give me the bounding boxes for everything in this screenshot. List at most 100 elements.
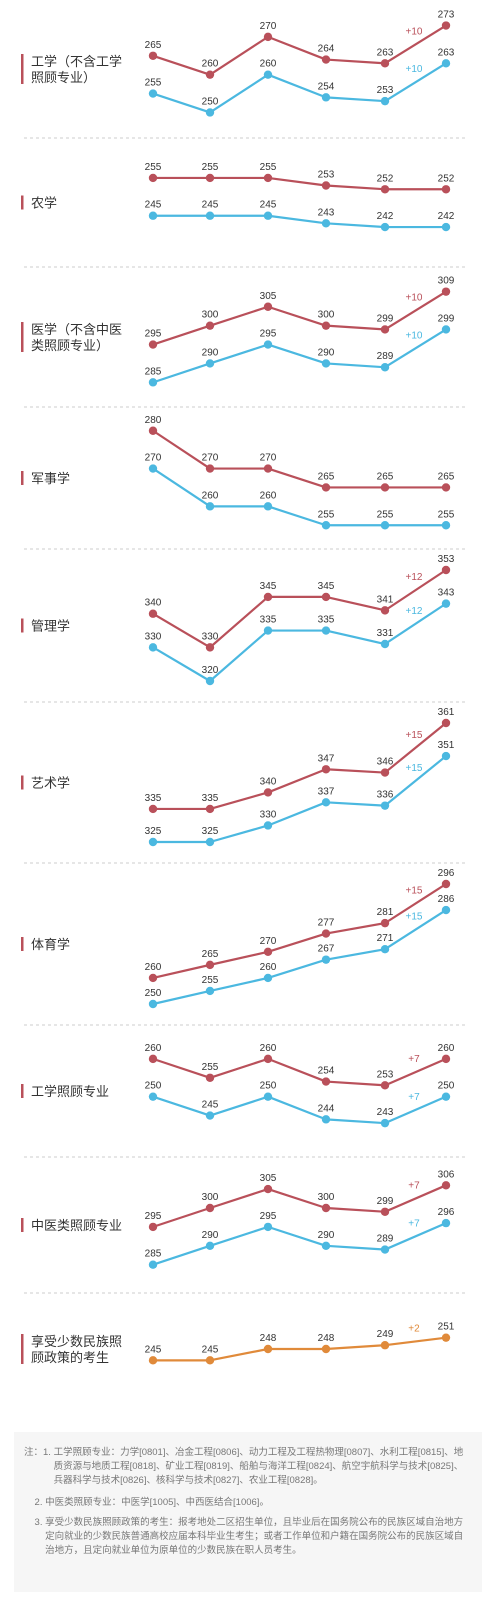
panel-label-bar — [21, 471, 24, 485]
data-label: 306 — [438, 1169, 455, 1180]
chart-panel: 体育学 260 265 270 277 281 296 +15 250 255 260 267 271 2… — [21, 868, 466, 1026]
data-label: 335 — [260, 615, 277, 626]
data-label: 299 — [377, 313, 394, 324]
data-point — [148, 609, 158, 618]
data-label: 285 — [145, 366, 162, 377]
data-point — [148, 1054, 158, 1064]
data-point — [321, 1203, 331, 1213]
data-label: 270 — [145, 453, 162, 464]
data-label: 265 — [377, 471, 394, 482]
data-label: 295 — [145, 329, 162, 340]
data-label: 265 — [145, 40, 162, 51]
data-point — [263, 788, 273, 797]
series-line — [152, 1057, 447, 1087]
delta-label: +7 — [408, 1054, 420, 1065]
data-label: 305 — [260, 1173, 277, 1184]
panel-label-bar — [21, 775, 24, 790]
panel-label: 照顾专业） — [31, 70, 96, 85]
data-point — [148, 1356, 158, 1365]
data-point — [148, 426, 158, 435]
data-point — [380, 918, 390, 928]
data-label: 341 — [377, 594, 394, 605]
data-label: 330 — [260, 809, 277, 820]
data-label: 320 — [202, 665, 219, 676]
data-label: 250 — [260, 1081, 277, 1092]
data-point — [380, 1207, 390, 1216]
data-point — [321, 626, 331, 635]
data-label: 260 — [260, 962, 277, 973]
data-label: 260 — [260, 1043, 277, 1054]
data-label: 253 — [377, 1069, 394, 1080]
data-point — [380, 1081, 390, 1090]
data-label: 270 — [202, 453, 219, 464]
data-label: 300 — [202, 1192, 219, 1203]
data-label: 285 — [145, 1249, 162, 1260]
data-point — [205, 804, 215, 814]
panel-label: 艺术学 — [31, 776, 70, 791]
delta-label: +10 — [406, 293, 423, 304]
data-label: 245 — [202, 1100, 219, 1111]
data-label: 260 — [438, 1043, 455, 1054]
note-3: 3. 享受少数民族照顾政策的考生：报考地处二区招生单位，且毕业后在国务院公布的民… — [24, 1516, 468, 1558]
data-label: 255 — [145, 78, 162, 89]
data-label: 260 — [260, 490, 277, 501]
data-point — [205, 464, 215, 473]
delta-label: +15 — [406, 730, 423, 741]
delta-label: +10 — [406, 330, 423, 341]
data-label: 255 — [318, 509, 335, 520]
data-label: 345 — [318, 581, 335, 592]
data-label: 281 — [377, 907, 394, 918]
data-point — [441, 879, 451, 889]
data-point — [321, 1241, 331, 1250]
data-label: 253 — [377, 85, 394, 96]
data-label: 260 — [202, 490, 219, 501]
data-label: 295 — [145, 1211, 162, 1222]
data-label: 265 — [202, 949, 219, 960]
data-point — [441, 718, 451, 728]
data-label: 248 — [260, 1333, 277, 1344]
data-label: 325 — [145, 826, 162, 837]
data-label: 255 — [260, 162, 277, 173]
data-point — [263, 211, 273, 220]
data-point — [148, 464, 158, 473]
data-point — [380, 59, 390, 68]
data-point — [263, 1092, 273, 1101]
data-point — [263, 302, 273, 311]
delta-label: +7 — [408, 1218, 420, 1229]
note-text: 享受少数民族照顾政策的考生：报考地处二区招生单位，且毕业后在国务院公布的民族区域… — [45, 1517, 464, 1556]
delta-label: +10 — [406, 26, 423, 37]
data-point — [148, 89, 158, 98]
data-point — [205, 837, 215, 847]
series-line — [152, 62, 447, 114]
data-point — [263, 173, 273, 183]
data-label: 243 — [318, 207, 335, 218]
data-label: 289 — [377, 351, 394, 362]
data-point — [263, 626, 273, 635]
data-point — [148, 378, 158, 387]
data-point — [148, 804, 158, 814]
data-point — [205, 960, 215, 970]
data-label: 300 — [318, 1192, 335, 1203]
series-line — [152, 909, 447, 1006]
data-point — [148, 999, 158, 1009]
data-label: 300 — [202, 310, 219, 321]
data-label: 289 — [377, 1234, 394, 1245]
series-line — [152, 1095, 447, 1125]
data-label: 280 — [145, 415, 162, 426]
data-point — [263, 1344, 273, 1354]
data-label: 300 — [318, 310, 335, 321]
data-point — [380, 483, 390, 492]
data-point — [205, 643, 215, 652]
data-point — [380, 222, 390, 232]
data-point — [263, 340, 273, 349]
data-label: 264 — [318, 44, 335, 55]
data-point — [441, 751, 451, 761]
data-label: 336 — [377, 790, 394, 801]
data-point — [441, 222, 451, 232]
data-point — [148, 51, 158, 60]
delta-label: +7 — [408, 1092, 420, 1103]
data-point — [321, 955, 331, 964]
data-point — [205, 321, 215, 330]
data-label: 243 — [377, 1107, 394, 1118]
data-point — [441, 483, 451, 492]
